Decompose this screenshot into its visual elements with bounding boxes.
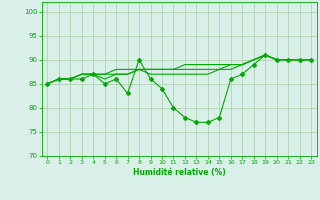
X-axis label: Humidité relative (%): Humidité relative (%) [133,168,226,177]
